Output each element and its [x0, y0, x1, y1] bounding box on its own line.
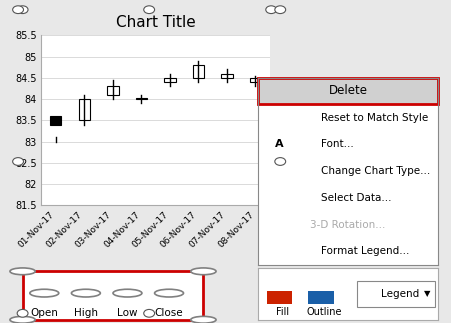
Text: Open: Open	[30, 307, 58, 318]
Circle shape	[30, 289, 59, 297]
Text: Delete: Delete	[328, 84, 367, 98]
Text: Close: Close	[154, 307, 183, 318]
Text: Font...: Font...	[320, 140, 353, 150]
Bar	[308, 291, 333, 304]
Circle shape	[71, 289, 100, 297]
Bar	[266, 291, 291, 304]
Circle shape	[10, 268, 35, 275]
Title: Chart Title: Chart Title	[115, 15, 195, 30]
Circle shape	[190, 317, 216, 323]
Text: Format Legend...: Format Legend...	[320, 246, 409, 256]
Circle shape	[190, 268, 216, 275]
Circle shape	[10, 317, 35, 323]
Bar	[107, 86, 118, 95]
Text: ▼: ▼	[423, 289, 430, 298]
Text: Reset to Match Style: Reset to Match Style	[320, 113, 427, 123]
Bar	[135, 98, 147, 99]
Text: Fill: Fill	[276, 307, 289, 317]
Text: Legend: Legend	[380, 289, 418, 299]
Bar	[221, 74, 232, 78]
Circle shape	[113, 289, 142, 297]
Bar	[50, 116, 61, 125]
Text: Change Chart Type...: Change Chart Type...	[320, 166, 429, 176]
Bar	[249, 78, 261, 82]
Circle shape	[154, 289, 183, 297]
Text: Outline: Outline	[306, 307, 341, 317]
Text: 3-D Rotation...: 3-D Rotation...	[310, 220, 385, 230]
Text: Select Data...: Select Data...	[320, 193, 391, 203]
Bar	[257, 78, 437, 104]
Bar	[356, 281, 434, 307]
Bar	[192, 65, 204, 78]
Bar	[164, 78, 175, 82]
Text: High: High	[74, 307, 98, 318]
Text: A: A	[274, 140, 283, 150]
Text: Low: Low	[117, 307, 138, 318]
Bar	[78, 99, 90, 120]
